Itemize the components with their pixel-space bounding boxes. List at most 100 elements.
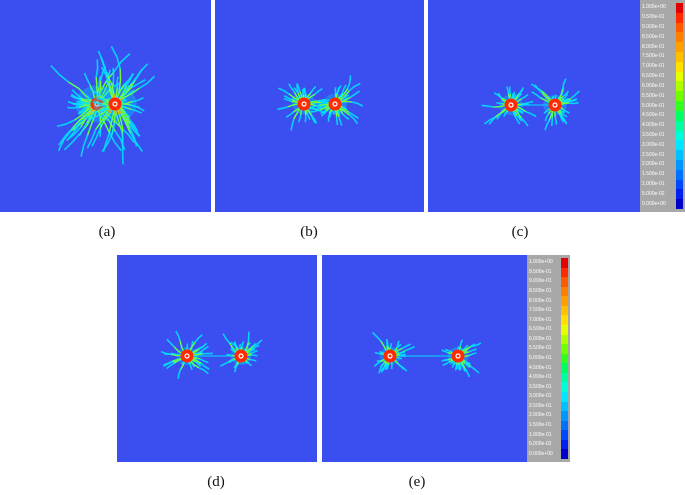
caption-e: (e) bbox=[408, 474, 426, 490]
legend-bottom-swatch bbox=[561, 286, 568, 297]
caption-d: (d) bbox=[207, 474, 225, 490]
legend-top-label: 8.000e-01 bbox=[642, 43, 665, 50]
right-hole-borehole-center bbox=[456, 354, 460, 358]
legend-bottom-label: 6.000e-01 bbox=[529, 335, 552, 342]
legend-bottom-label: 7.500e-01 bbox=[529, 307, 552, 314]
crack-pattern-e bbox=[372, 331, 482, 378]
legend-top-swatch bbox=[676, 169, 683, 181]
caption-a: (a) bbox=[98, 224, 116, 240]
legend-bottom-swatch bbox=[561, 353, 568, 364]
legend-top-swatch bbox=[676, 22, 683, 33]
legend-bottom-swatch bbox=[561, 258, 568, 269]
legend-top-swatch bbox=[676, 159, 683, 171]
crack-pattern-a bbox=[50, 45, 156, 165]
legend-bottom-swatch bbox=[561, 439, 568, 450]
legend-bottom-swatch bbox=[561, 363, 568, 374]
panel-d bbox=[117, 255, 317, 462]
crack-pattern-b bbox=[277, 75, 364, 131]
legend-bottom-label: 6.500e-01 bbox=[529, 326, 552, 333]
legend-bottom-swatch bbox=[561, 277, 568, 288]
legend-top-swatch bbox=[676, 179, 683, 190]
legend-bottom-swatch bbox=[561, 411, 568, 422]
color-legend-top: 1.000e+00 9.500e-01 9.000e-01 8.500e-01 8.00… bbox=[640, 0, 685, 212]
legend-bottom-label: 3.500e-01 bbox=[529, 383, 552, 390]
legend-bottom-swatch bbox=[561, 430, 568, 441]
panel-e bbox=[322, 255, 527, 462]
right-hole-borehole-center bbox=[239, 354, 243, 358]
legend-bottom-label: 0.000e+00 bbox=[529, 450, 553, 457]
legend-bottom-swatch bbox=[561, 315, 568, 326]
legend-bottom-label: 7.000e-01 bbox=[529, 316, 552, 323]
right-hole-borehole-center bbox=[553, 103, 557, 107]
legend-top-label: 8.500e-01 bbox=[642, 33, 665, 40]
legend-top-label: 7.500e-01 bbox=[642, 53, 665, 60]
legend-top-label: 3.000e-01 bbox=[642, 141, 665, 148]
legend-top-label: 0.000e+00 bbox=[642, 200, 666, 207]
panel-b bbox=[215, 0, 424, 212]
left-hole-borehole-center bbox=[302, 102, 306, 106]
legend-top-swatch bbox=[676, 81, 683, 92]
legend-top-swatch bbox=[676, 61, 683, 73]
legend-top-label: 1.000e-01 bbox=[642, 180, 665, 187]
legend-bottom-swatch bbox=[561, 296, 568, 307]
left-hole-borehole-center bbox=[509, 103, 513, 107]
legend-top-label: 4.500e-01 bbox=[642, 112, 665, 119]
legend-bottom-label: 1.500e-01 bbox=[529, 422, 552, 428]
legend-bottom-label: 8.500e-01 bbox=[529, 288, 552, 294]
panel-a bbox=[0, 0, 211, 212]
legend-top-swatch bbox=[676, 130, 683, 141]
legend-bottom-label: 5.000e-01 bbox=[529, 355, 552, 361]
legend-top-label: 4.000e-01 bbox=[642, 122, 665, 129]
legend-bottom-label: 4.000e-01 bbox=[529, 374, 552, 381]
legend-top-label: 2.000e-01 bbox=[642, 161, 665, 168]
legend-top-swatch bbox=[676, 71, 683, 82]
legend-bottom-swatch bbox=[561, 305, 568, 316]
legend-top-swatch bbox=[676, 101, 683, 112]
left-hole-borehole-center bbox=[388, 354, 392, 358]
legend-bottom-swatch bbox=[561, 420, 568, 431]
legend-bottom-label: 2.000e-01 bbox=[529, 412, 552, 419]
caption-c: (c) bbox=[511, 224, 529, 240]
legend-bottom-swatch bbox=[561, 267, 568, 278]
legend-top-swatch bbox=[676, 199, 683, 210]
legend-bottom-swatch bbox=[561, 449, 568, 460]
legend-bottom-swatch bbox=[561, 344, 568, 355]
legend-top-label: 5.000e-02 bbox=[642, 190, 665, 197]
legend-bottom-label: 2.500e-01 bbox=[529, 402, 552, 409]
legend-top-label: 1.500e-01 bbox=[642, 171, 665, 178]
right-hole-borehole-center bbox=[113, 102, 117, 106]
legend-bottom-swatch bbox=[561, 401, 568, 412]
legend-top-swatch bbox=[676, 3, 683, 14]
legend-bottom-swatch bbox=[561, 372, 568, 383]
legend-bottom-label: 1.000e+00 bbox=[529, 259, 553, 266]
legend-top-label: 9.000e-01 bbox=[642, 24, 665, 31]
legend-top-label: 7.000e-01 bbox=[642, 63, 665, 70]
legend-top-swatch bbox=[676, 32, 683, 43]
right-hole-borehole-center bbox=[333, 102, 337, 106]
color-legend-bottom: 1.000e+00 9.500e-01 9.000e-01 8.500e-01 8.00… bbox=[527, 255, 570, 462]
legend-bottom-label: 3.000e-01 bbox=[529, 393, 552, 400]
legend-bottom-label: 8.000e-01 bbox=[529, 297, 552, 304]
legend-top-label: 9.500e-01 bbox=[642, 14, 665, 21]
left-hole-borehole-center bbox=[185, 354, 189, 358]
legend-bottom-label: 4.500e-01 bbox=[529, 364, 552, 371]
legend-top-label: 1.000e+00 bbox=[642, 4, 666, 11]
legend-top-label: 5.500e-01 bbox=[642, 92, 665, 99]
legend-top-label: 2.500e-01 bbox=[642, 151, 665, 158]
legend-bottom-label: 9.000e-01 bbox=[529, 278, 552, 285]
legend-bottom-swatch bbox=[561, 325, 568, 336]
legend-top-swatch bbox=[676, 110, 683, 122]
legend-top-swatch bbox=[676, 120, 683, 131]
legend-top-label: 6.000e-01 bbox=[642, 82, 665, 89]
legend-top-swatch bbox=[676, 189, 683, 200]
legend-bottom-swatch bbox=[561, 392, 568, 403]
legend-bottom-label: 5.000e-02 bbox=[529, 441, 552, 448]
legend-bottom-swatch bbox=[561, 382, 568, 393]
legend-top-label: 3.500e-01 bbox=[642, 131, 665, 138]
legend-top-swatch bbox=[676, 12, 683, 24]
legend-bottom-swatch bbox=[561, 334, 568, 345]
caption-b: (b) bbox=[300, 224, 318, 240]
crack-pattern-d bbox=[160, 330, 263, 380]
legend-bottom-label: 1.000e-01 bbox=[529, 431, 552, 438]
legend-top-swatch bbox=[676, 91, 683, 102]
